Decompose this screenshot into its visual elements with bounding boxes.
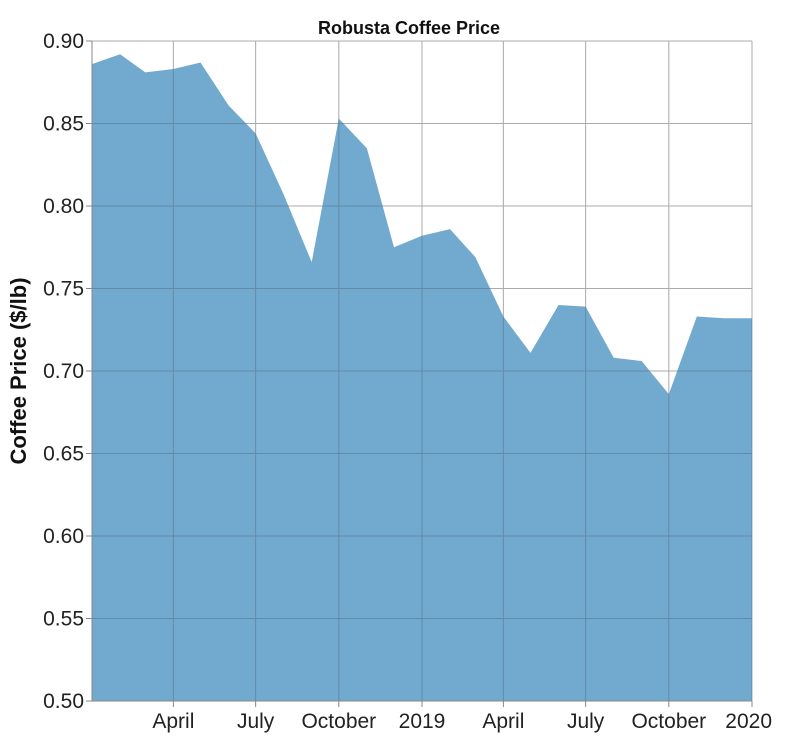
x-tick-label: April — [482, 710, 524, 733]
price-area — [92, 54, 752, 701]
y-axis-label: Coffee Price ($/lb) — [6, 277, 31, 464]
x-tick-label: 2020 — [725, 710, 772, 733]
x-tick-label: 2019 — [399, 710, 446, 733]
y-tick-label: 0.60 — [43, 525, 84, 548]
y-tick-label: 0.55 — [43, 608, 84, 631]
y-tick-label: 0.70 — [43, 360, 84, 383]
x-tick-label: April — [152, 710, 194, 733]
y-tick-label: 0.75 — [43, 278, 84, 301]
x-tick-label: October — [301, 710, 376, 733]
y-tick-label: 0.90 — [43, 30, 84, 53]
y-tick-label: 0.85 — [43, 113, 84, 136]
y-tick-label: 0.50 — [43, 690, 84, 713]
x-tick-label: July — [237, 710, 275, 733]
axes: 0.50 0.55 0.60 0.65 0.70 0.75 0.80 0.85 0.90 Apri… — [43, 30, 772, 733]
y-tick-label: 0.80 — [43, 195, 84, 218]
chart-title: Robusta Coffee Price — [318, 18, 500, 38]
y-tick-label: 0.65 — [43, 443, 84, 466]
x-tick-label: October — [631, 710, 706, 733]
x-tick-label: July — [567, 710, 605, 733]
